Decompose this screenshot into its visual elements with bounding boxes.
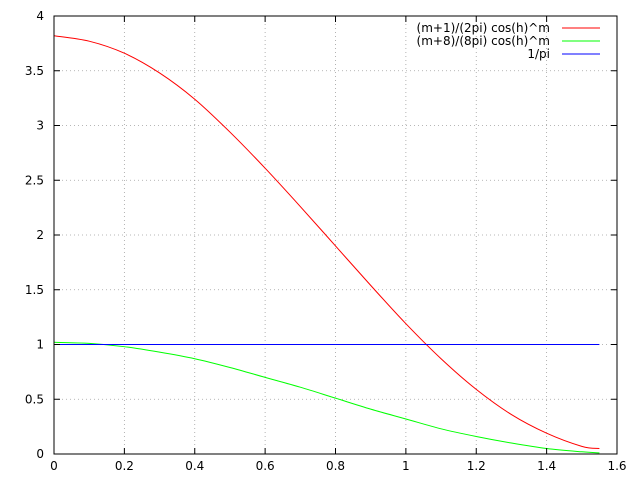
- x-tick-label: 1: [402, 459, 410, 473]
- y-tick-label: 2: [36, 228, 44, 242]
- legend-label: 1/pi: [527, 47, 550, 61]
- x-tick-label: 0.6: [256, 459, 275, 473]
- series-line-2: [53, 341, 600, 454]
- x-tick-label: 0: [50, 459, 58, 473]
- x-tick-label: 0.2: [115, 459, 134, 473]
- legend: (m+1)/(2pi) cos(h)^m(m+8)/(8pi) cos(h)^m…: [417, 21, 600, 61]
- y-tick-label: 0: [36, 447, 44, 461]
- grid: [54, 16, 617, 454]
- x-tick-label: 0.4: [185, 459, 204, 473]
- series-line-1: [53, 35, 600, 450]
- y-tick-label: 1: [36, 338, 44, 352]
- x-tick-label: 1.2: [467, 459, 486, 473]
- y-tick-label: 1.5: [25, 283, 44, 297]
- legend-label: (m+1)/(2pi) cos(h)^m: [417, 21, 550, 35]
- y-tick-label: 3.5: [25, 64, 44, 78]
- y-tick-label: 4: [36, 9, 44, 23]
- y-tick-label: 2.5: [25, 173, 44, 187]
- plot-curves: [53, 35, 600, 454]
- y-tick-label: 0.5: [25, 392, 44, 406]
- legend-label: (m+8)/(8pi) cos(h)^m: [417, 34, 550, 48]
- y-tick-label: 3: [36, 119, 44, 133]
- x-tick-label: 0.8: [326, 459, 345, 473]
- axis-ticks: 0 0.2 0.4 0.6 0.8 1 1.2 1.4 1.6 0 0.5 1 1.5 2 2.5 3 3.5 4: [25, 9, 627, 473]
- x-tick-label: 1.6: [607, 459, 626, 473]
- x-tick-label: 1.4: [537, 459, 556, 473]
